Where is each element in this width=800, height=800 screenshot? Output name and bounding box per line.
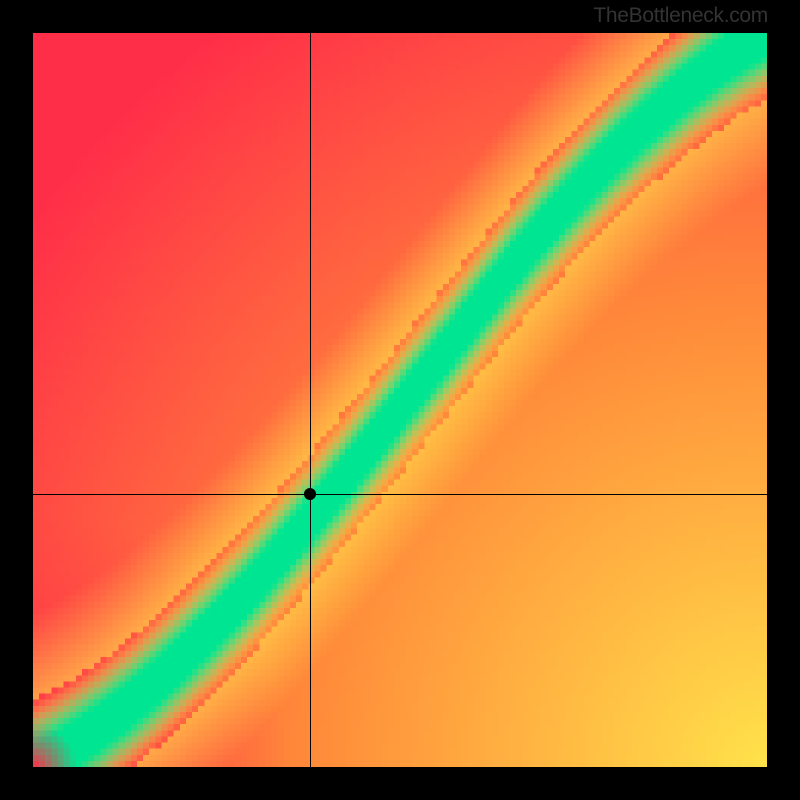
crosshair-vertical [310,33,311,767]
heatmap-canvas [33,33,767,767]
heatmap-plot [33,33,767,767]
watermark-text: TheBottleneck.com [593,4,768,28]
selection-marker-dot [304,488,316,500]
crosshair-horizontal [33,494,767,495]
